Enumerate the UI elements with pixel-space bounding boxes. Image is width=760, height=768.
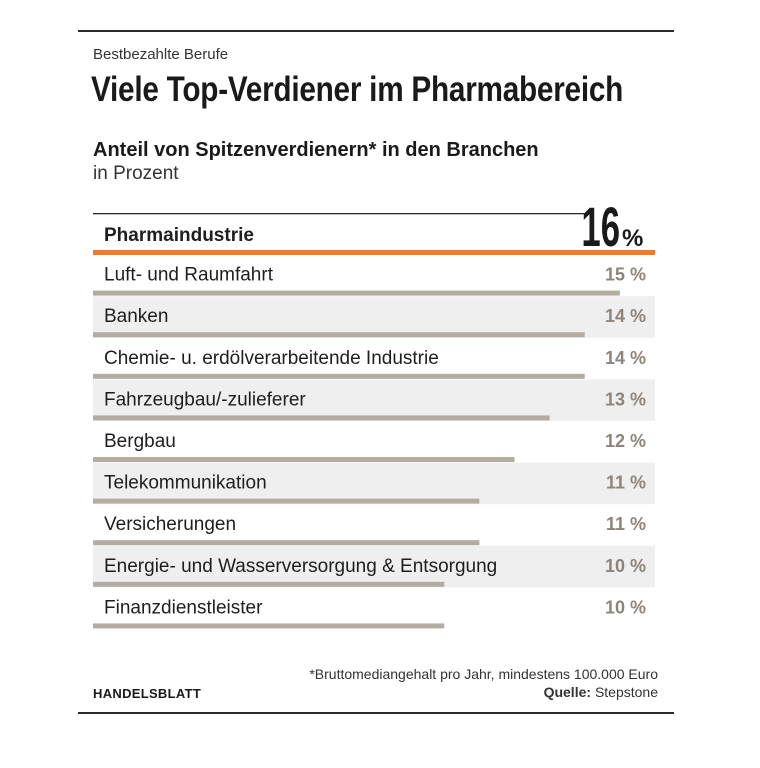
value-label: 11 % <box>606 514 646 534</box>
top-rule <box>78 30 674 32</box>
overline: Bestbezahlte Berufe <box>93 46 229 63</box>
row-stripe <box>93 545 655 588</box>
category-label: Finanzdienstleister <box>104 597 263 618</box>
value-label: 11 % <box>606 473 646 493</box>
bar <box>93 540 480 546</box>
value-label: 14 % <box>605 348 646 368</box>
footnote: *Bruttomediangehalt pro Jahr, mindestens… <box>309 666 658 682</box>
unit-label: in Prozent <box>93 163 179 184</box>
value-label: 10 % <box>605 597 646 617</box>
bar <box>93 332 585 338</box>
category-label: Pharmaindustrie <box>104 225 254 246</box>
source-label: Quelle: <box>543 684 592 700</box>
category-label: Banken <box>104 306 168 327</box>
bar <box>93 415 550 421</box>
value-label: 10 % <box>605 556 646 576</box>
value-label: 15 % <box>605 265 646 285</box>
source-value: Stepstone <box>594 684 658 700</box>
category-label: Bergbau <box>104 431 176 452</box>
value-label-highlight: 16 <box>581 196 620 259</box>
category-label: Energie- und Wasserversorgung & Entsorgu… <box>104 556 497 577</box>
chart-subtitle: Anteil von Spitzenverdienern* in den Bra… <box>93 139 539 161</box>
bar <box>93 498 480 504</box>
bar <box>93 581 445 587</box>
bar-pharmaindustrie <box>93 250 655 255</box>
category-label: Fahrzeugbau/-zulieferer <box>104 389 306 410</box>
category-label: Telekommunikation <box>104 473 267 494</box>
row-stripe <box>93 296 655 338</box>
headline: Viele Top-Verdiener im Pharmabereich <box>91 70 624 109</box>
brand-logo-text: HANDELSBLATT <box>93 686 202 701</box>
bottom-rule <box>78 712 674 714</box>
value-unit-highlight: % <box>622 225 643 252</box>
row-stripe <box>93 379 655 421</box>
category-label: Versicherungen <box>104 514 236 535</box>
category-label: Chemie- u. erdölverarbeitende Industrie <box>104 348 439 369</box>
bar <box>93 457 515 462</box>
value-label: 12 % <box>605 431 646 451</box>
highlight-top-rule <box>93 213 585 215</box>
value-label: 14 % <box>605 306 646 326</box>
value-label: 13 % <box>605 389 646 409</box>
row-stripe <box>93 462 655 505</box>
bar <box>93 623 445 629</box>
category-label: Luft- und Raumfahrt <box>104 265 274 286</box>
source-line: Quelle: Stepstone <box>544 684 658 700</box>
bar <box>93 290 620 296</box>
bar <box>93 373 585 379</box>
